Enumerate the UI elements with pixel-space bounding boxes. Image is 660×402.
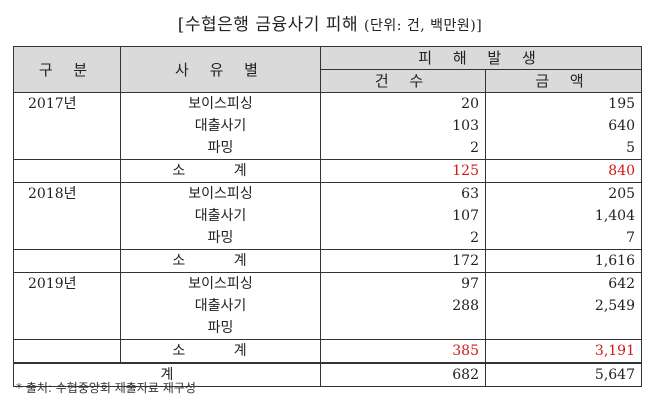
count-cell (320, 317, 486, 340)
count-cell: 2 (320, 137, 486, 160)
amount-cell: 1,404 (484, 205, 643, 227)
count-cell: 107 (320, 205, 486, 227)
year-cell: 2017년 (13, 92, 121, 115)
amount-cell (484, 317, 643, 340)
header-damage: 피 해 발 생 (319, 46, 643, 70)
year-cell (13, 115, 121, 137)
year-cell (13, 159, 121, 183)
table-body: 2017년 보이스피싱 20 195 대출사기 103 640 파밍 2 5 소 계 125 840 20… (13, 92, 643, 387)
year-cell: 2019년 (13, 272, 121, 295)
year-cell (13, 205, 121, 227)
amount-cell: 5 (484, 137, 643, 160)
year-cell (13, 227, 121, 250)
amount-cell: 1,616 (484, 249, 643, 273)
year-cell (13, 137, 121, 160)
table-row: 2017년 보이스피싱 20 195 (13, 92, 643, 115)
count-cell: 2 (320, 227, 486, 250)
header-count: 건 수 (320, 69, 486, 93)
table-row: 대출사기 103 640 (13, 115, 643, 137)
table-row: 파밍 2 5 (13, 137, 643, 160)
table-row: 대출사기 288 2,549 (13, 295, 643, 317)
subtotal-row: 소 계 385 3,191 (13, 339, 643, 364)
amount-cell: 642 (484, 272, 643, 295)
year-cell (13, 249, 121, 273)
count-cell: 20 (320, 92, 486, 115)
count-cell: 172 (320, 249, 486, 273)
year-cell (13, 339, 121, 364)
count-cell: 63 (320, 182, 486, 205)
fraud-damage-table: 구 분 사 유 별 피 해 발 생 건 수 금 액 2017년 보이스피싱 20 19… (13, 46, 643, 387)
subtotal-label: 소 계 (120, 159, 321, 183)
table-row: 파밍 (13, 317, 643, 340)
reason-cell: 보이스피싱 (120, 272, 321, 295)
table-row: 2019년 보이스피싱 97 642 (13, 272, 643, 295)
reason-cell: 보이스피싱 (120, 182, 321, 205)
subtotal-label: 소 계 (120, 249, 321, 273)
title-text: [수협은행 금융사기 피해 (177, 15, 359, 35)
table-title: [수협은행 금융사기 피해 (단위: 건, 백만원)] (0, 10, 660, 35)
total-label: 계 (13, 362, 321, 387)
count-cell: 385 (320, 339, 486, 364)
amount-cell: 205 (484, 182, 643, 205)
count-cell: 103 (320, 115, 486, 137)
subtotal-row: 소 계 172 1,616 (13, 249, 643, 273)
year-cell (13, 317, 121, 340)
header-amount: 금 액 (484, 69, 643, 93)
table-row: 파밍 2 7 (13, 227, 643, 250)
reason-cell: 보이스피싱 (120, 92, 321, 115)
reason-cell: 파밍 (120, 137, 321, 160)
reason-cell: 대출사기 (120, 115, 321, 137)
amount-cell: 840 (484, 159, 643, 183)
reason-cell: 파밍 (120, 227, 321, 250)
subtotal-row: 소 계 125 840 (13, 159, 643, 183)
amount-cell: 7 (484, 227, 643, 250)
table-row: 2018년 보이스피싱 63 205 (13, 182, 643, 205)
footnote: * 출처: 수협중앙회 제출자료 재구성 (16, 381, 196, 395)
amount-cell: 640 (484, 115, 643, 137)
table-row: 대출사기 107 1,404 (13, 205, 643, 227)
header-category: 구 분 (13, 46, 121, 93)
count-cell: 97 (320, 272, 486, 295)
total-amount: 5,647 (484, 362, 643, 387)
year-cell (13, 295, 121, 317)
header-reason: 사 유 별 (120, 46, 321, 93)
total-row: 계 682 5,647 (13, 362, 643, 387)
reason-cell: 대출사기 (120, 205, 321, 227)
reason-cell: 대출사기 (120, 295, 321, 317)
year-cell: 2018년 (13, 182, 121, 205)
count-cell: 125 (320, 159, 486, 183)
amount-cell: 195 (484, 92, 643, 115)
count-cell: 288 (320, 295, 486, 317)
total-count: 682 (320, 362, 486, 387)
unit-text: (단위: 건, 백만원)] (364, 18, 483, 34)
amount-cell: 3,191 (484, 339, 643, 364)
subtotal-label: 소 계 (120, 339, 321, 364)
amount-cell: 2,549 (484, 295, 643, 317)
reason-cell: 파밍 (120, 317, 321, 340)
